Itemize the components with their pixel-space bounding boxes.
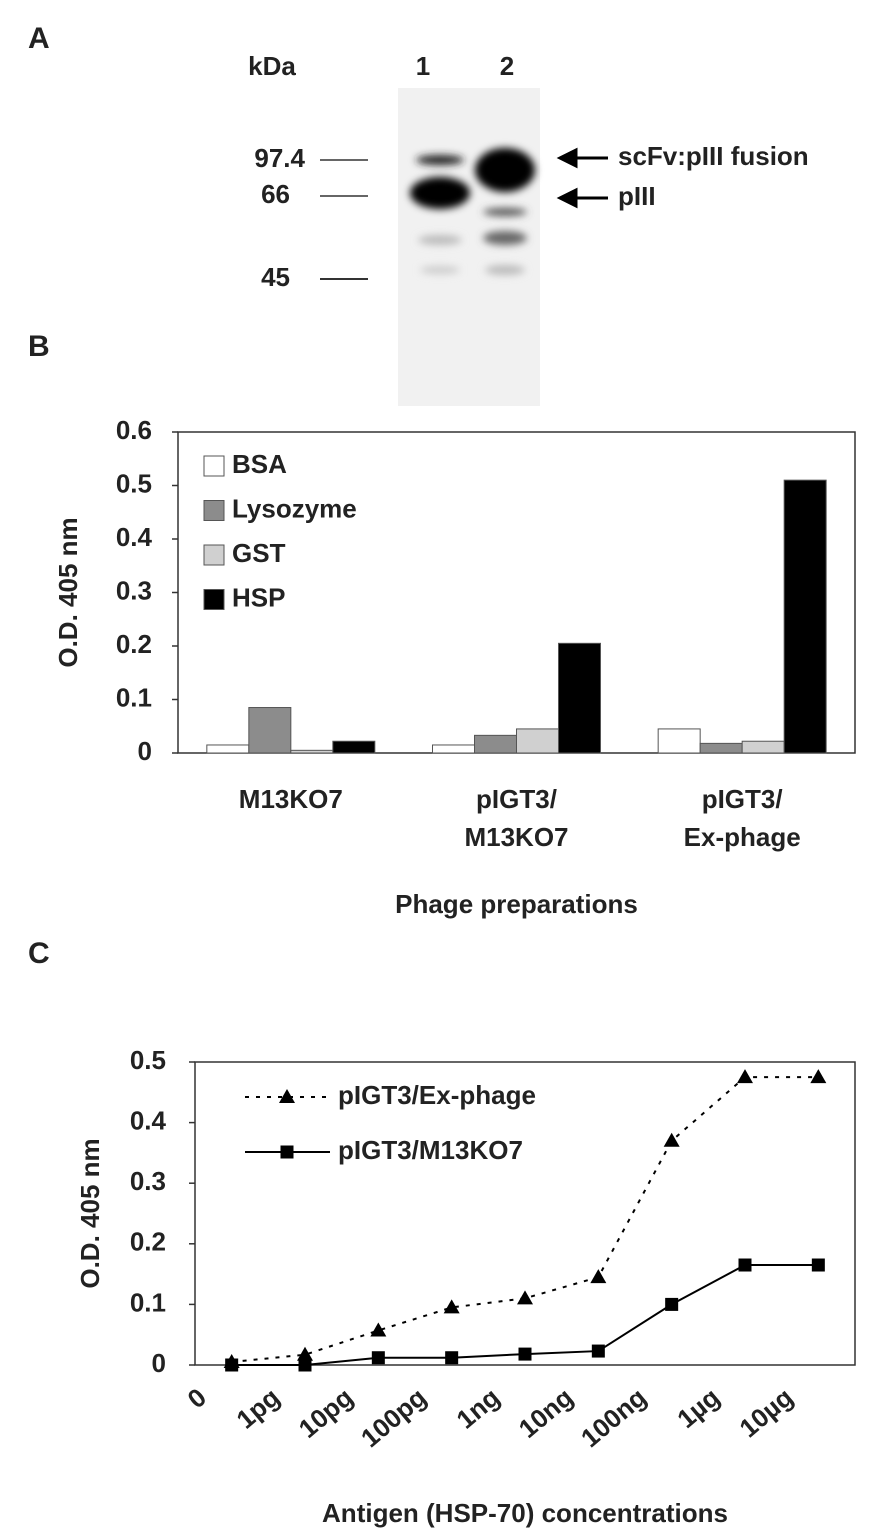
x-tick-label: pIGT3/ xyxy=(702,784,783,814)
x-tick-label: 1pg xyxy=(231,1382,286,1435)
panel-label: B xyxy=(28,330,50,363)
x-tick-label: pIGT3/ xyxy=(476,784,557,814)
legend-label: GST xyxy=(232,538,286,568)
point xyxy=(225,1358,239,1372)
y-axis-label: O.D. 405 nm xyxy=(53,517,83,667)
y-axis-label: O.D. 405 nm xyxy=(75,1138,105,1288)
blot xyxy=(398,88,540,406)
y-tick-label: 0.2 xyxy=(116,629,152,659)
y-tick-label: 0.5 xyxy=(116,468,152,498)
legend-label: BSA xyxy=(232,449,287,479)
point xyxy=(371,1351,385,1365)
bar xyxy=(783,479,827,754)
y-tick-label: 0 xyxy=(138,736,152,766)
lane-label: 2 xyxy=(500,51,514,81)
x-axis-label: Phage preparations xyxy=(395,889,638,919)
point xyxy=(298,1358,312,1372)
y-tick-label: 0.3 xyxy=(116,575,152,605)
y-tick-label: 0.4 xyxy=(130,1105,167,1135)
bands xyxy=(410,148,535,275)
series-line xyxy=(231,1076,819,1363)
y-tick-label: 0.6 xyxy=(116,415,152,445)
arrow-label: pIII xyxy=(618,181,656,211)
y-tick-label: 0.4 xyxy=(116,522,153,552)
marker-label: 97.4 xyxy=(254,143,305,173)
point xyxy=(811,1258,825,1272)
point xyxy=(663,1132,680,1147)
y-tick-label: 0.5 xyxy=(130,1045,166,1075)
legend-swatch xyxy=(203,500,225,521)
legend-label: pIGT3/Ex-phage xyxy=(338,1080,536,1110)
x-tick-label: M13KO7 xyxy=(239,784,343,814)
point xyxy=(738,1258,752,1272)
legend-label: Lysozyme xyxy=(232,493,357,523)
y-tick-label: 0.1 xyxy=(116,682,152,712)
y-tick-label: 0 xyxy=(152,1348,166,1378)
x-tick-label: 0 xyxy=(182,1382,212,1414)
point xyxy=(443,1299,460,1314)
legend-label: HSP xyxy=(232,582,285,612)
x-tick-label: 100pg xyxy=(355,1382,432,1453)
x-tick-label: 100ng xyxy=(575,1382,652,1453)
point xyxy=(280,1145,294,1159)
bar xyxy=(332,740,376,754)
arrow-label: scFv:pIII fusion xyxy=(618,141,809,171)
x-tick-label: 1ng xyxy=(451,1382,506,1435)
point xyxy=(810,1069,827,1084)
bar xyxy=(741,740,785,754)
marker-label: 45 xyxy=(261,262,290,292)
point xyxy=(297,1346,313,1361)
panel-label: C xyxy=(28,937,50,970)
x-tick-label: M13KO7 xyxy=(464,822,568,852)
plot-frame xyxy=(194,1061,856,1366)
point xyxy=(370,1322,387,1337)
bar xyxy=(290,749,334,754)
legend-swatch xyxy=(203,455,225,477)
lane-label: 1 xyxy=(416,51,430,81)
bar xyxy=(474,734,517,754)
point xyxy=(737,1069,753,1084)
x-tick-label: 1µg xyxy=(671,1382,725,1434)
point xyxy=(279,1089,295,1103)
point xyxy=(518,1347,532,1361)
x-tick-label: 10µg xyxy=(734,1382,799,1443)
point xyxy=(590,1269,607,1284)
x-tick-label: 10ng xyxy=(513,1382,579,1444)
y-tick-label: 0.1 xyxy=(130,1287,166,1317)
arrows xyxy=(556,147,608,209)
bar xyxy=(206,744,250,754)
x-tick-label: Ex-phage xyxy=(684,822,801,852)
y-tick-label: 0.3 xyxy=(130,1166,166,1196)
legend-swatch xyxy=(203,544,225,566)
point xyxy=(445,1351,459,1365)
bar xyxy=(248,707,292,754)
x-tick-label: 10pg xyxy=(293,1382,359,1444)
bar xyxy=(432,744,475,754)
legend-label: pIGT3/M13KO7 xyxy=(338,1135,523,1165)
panel-label: A xyxy=(28,22,50,55)
bar xyxy=(516,728,559,754)
y-tick-label: 0.2 xyxy=(130,1227,166,1257)
x-axis-label: Antigen (HSP-70) concentrations xyxy=(322,1498,728,1528)
bar xyxy=(657,728,701,754)
point xyxy=(665,1297,679,1311)
bar xyxy=(699,742,743,754)
unit-label: kDa xyxy=(248,51,296,81)
point xyxy=(517,1290,533,1305)
point xyxy=(591,1344,605,1358)
marker-label: 66 xyxy=(261,179,290,209)
legend-swatch xyxy=(203,589,225,610)
bar xyxy=(558,642,601,754)
